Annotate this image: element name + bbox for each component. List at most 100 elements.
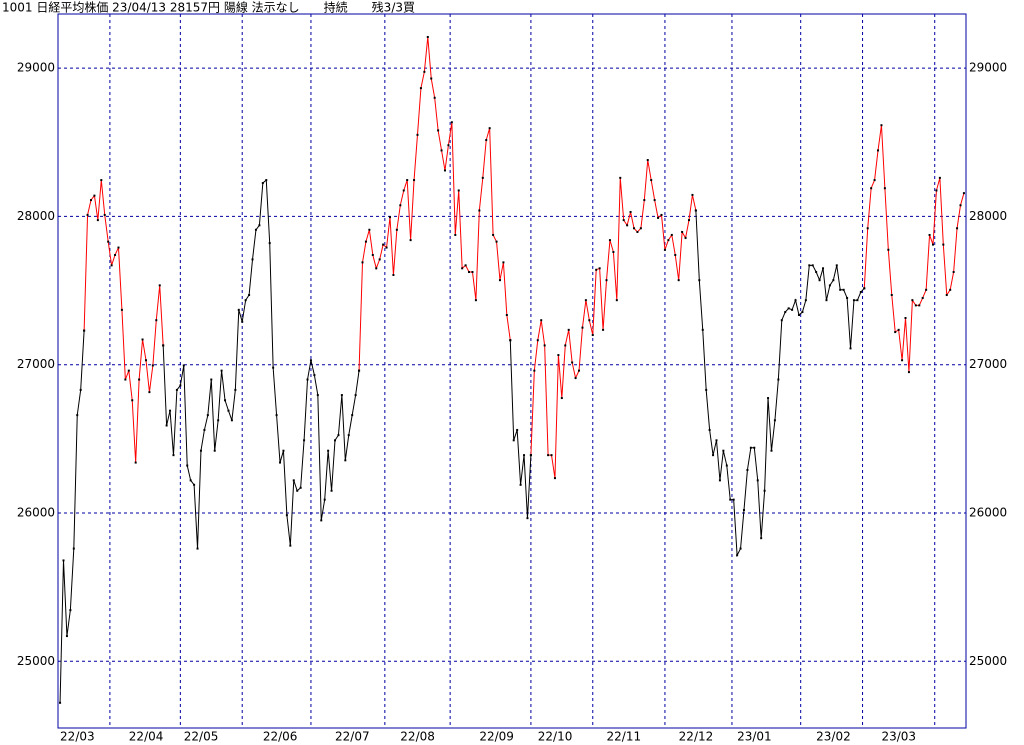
price-dot bbox=[447, 144, 450, 147]
price-dot bbox=[413, 179, 416, 182]
price-dot bbox=[213, 449, 216, 452]
price-dot bbox=[670, 233, 673, 236]
price-dot bbox=[619, 176, 622, 179]
price-dot bbox=[471, 271, 474, 274]
price-dot bbox=[182, 364, 185, 367]
x-tick-label: 23/02 bbox=[816, 730, 851, 744]
price-dot bbox=[756, 479, 759, 482]
price-dot bbox=[344, 459, 347, 462]
price-dot bbox=[433, 96, 436, 99]
price-dot bbox=[495, 240, 498, 243]
price-dot bbox=[801, 311, 804, 314]
price-dot bbox=[457, 189, 460, 192]
price-dot bbox=[818, 279, 821, 282]
price-dot bbox=[230, 419, 233, 422]
price-dot bbox=[502, 261, 505, 264]
price-dot bbox=[815, 271, 818, 274]
price-dot bbox=[904, 316, 907, 319]
price-dot bbox=[523, 454, 526, 457]
price-dot bbox=[519, 483, 522, 486]
price-dot bbox=[354, 394, 357, 397]
price-dot bbox=[382, 243, 385, 246]
price-dot bbox=[567, 328, 570, 331]
price-dot bbox=[540, 319, 543, 322]
price-dot bbox=[103, 213, 106, 216]
price-dot bbox=[110, 264, 113, 267]
price-dot bbox=[894, 331, 897, 334]
price-dot bbox=[691, 193, 694, 196]
price-dot bbox=[763, 489, 766, 492]
price-dot bbox=[674, 253, 677, 256]
price-dot bbox=[158, 284, 161, 287]
price-dot bbox=[859, 291, 862, 294]
price-dot bbox=[849, 347, 852, 350]
price-dot bbox=[299, 486, 302, 489]
price-line bbox=[695, 210, 865, 558]
y-tick-label: 28000 bbox=[969, 209, 1007, 223]
price-dot bbox=[794, 299, 797, 302]
y-tick-label: 28000 bbox=[17, 209, 55, 223]
price-dot bbox=[416, 133, 419, 136]
price-dot bbox=[633, 227, 636, 230]
price-dot bbox=[650, 179, 653, 182]
price-dot bbox=[712, 454, 715, 457]
price-dot bbox=[265, 179, 268, 182]
x-tick-label: 22/11 bbox=[607, 730, 642, 744]
price-dot bbox=[846, 296, 849, 299]
y-tick-label: 26000 bbox=[17, 505, 55, 519]
price-dot bbox=[162, 344, 165, 347]
price-dot bbox=[608, 239, 611, 242]
price-dot bbox=[705, 388, 708, 391]
price-dot bbox=[901, 359, 904, 362]
price-dot bbox=[100, 179, 103, 182]
price-dot bbox=[443, 169, 446, 172]
price-dot bbox=[193, 483, 196, 486]
price-dot bbox=[127, 369, 130, 372]
price-dot bbox=[72, 547, 75, 550]
y-tick-label: 25000 bbox=[969, 654, 1007, 668]
price-dot bbox=[388, 216, 391, 219]
price-dot bbox=[134, 461, 137, 464]
price-dot bbox=[856, 299, 859, 302]
price-dot bbox=[547, 454, 550, 457]
price-dot bbox=[186, 464, 189, 467]
price-dot bbox=[86, 213, 89, 216]
price-dot bbox=[275, 414, 278, 417]
price-dot bbox=[952, 271, 955, 274]
price-dot bbox=[828, 284, 831, 287]
price-dot bbox=[787, 307, 790, 310]
price-dot bbox=[653, 199, 656, 202]
x-tick-label: 22/10 bbox=[538, 730, 573, 744]
price-dot bbox=[825, 299, 828, 302]
price-line bbox=[83, 180, 164, 463]
price-dot bbox=[237, 308, 240, 311]
price-dot bbox=[873, 179, 876, 182]
price-dot bbox=[725, 464, 728, 467]
price-dot bbox=[272, 366, 275, 369]
price-dot bbox=[684, 236, 687, 239]
price-dot bbox=[296, 489, 299, 492]
price-dot bbox=[478, 209, 481, 212]
price-dot bbox=[718, 479, 721, 482]
price-line bbox=[509, 340, 532, 519]
price-dot bbox=[736, 554, 739, 557]
x-tick-label: 22/05 bbox=[184, 730, 219, 744]
x-tick-label: 22/06 bbox=[263, 730, 298, 744]
price-dot bbox=[206, 414, 209, 417]
price-dot bbox=[498, 279, 501, 282]
price-dot bbox=[935, 189, 938, 192]
price-dot bbox=[440, 149, 443, 152]
price-dot bbox=[822, 267, 825, 270]
price-dot bbox=[375, 267, 378, 270]
price-dot bbox=[883, 187, 886, 190]
price-dot bbox=[399, 204, 402, 207]
price-dot bbox=[550, 454, 553, 457]
price-dot bbox=[701, 328, 704, 331]
price-dot bbox=[117, 246, 120, 249]
price-dot bbox=[791, 308, 794, 311]
price-dot bbox=[729, 498, 732, 501]
price-dot bbox=[784, 311, 787, 314]
price-dot bbox=[148, 391, 151, 394]
price-dot bbox=[464, 264, 467, 267]
price-dot bbox=[141, 338, 144, 341]
